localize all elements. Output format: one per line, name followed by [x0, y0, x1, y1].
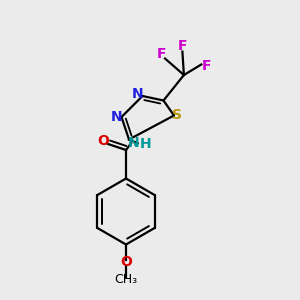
Text: CH₃: CH₃ [114, 273, 138, 286]
Text: N: N [132, 88, 144, 101]
Text: S: S [172, 108, 182, 122]
Text: F: F [202, 59, 211, 73]
Text: F: F [178, 39, 187, 52]
Text: H: H [140, 137, 152, 151]
Text: O: O [98, 134, 110, 148]
Text: O: O [120, 255, 132, 269]
Text: N: N [111, 110, 123, 124]
Text: N: N [128, 136, 139, 150]
Text: F: F [157, 47, 166, 61]
